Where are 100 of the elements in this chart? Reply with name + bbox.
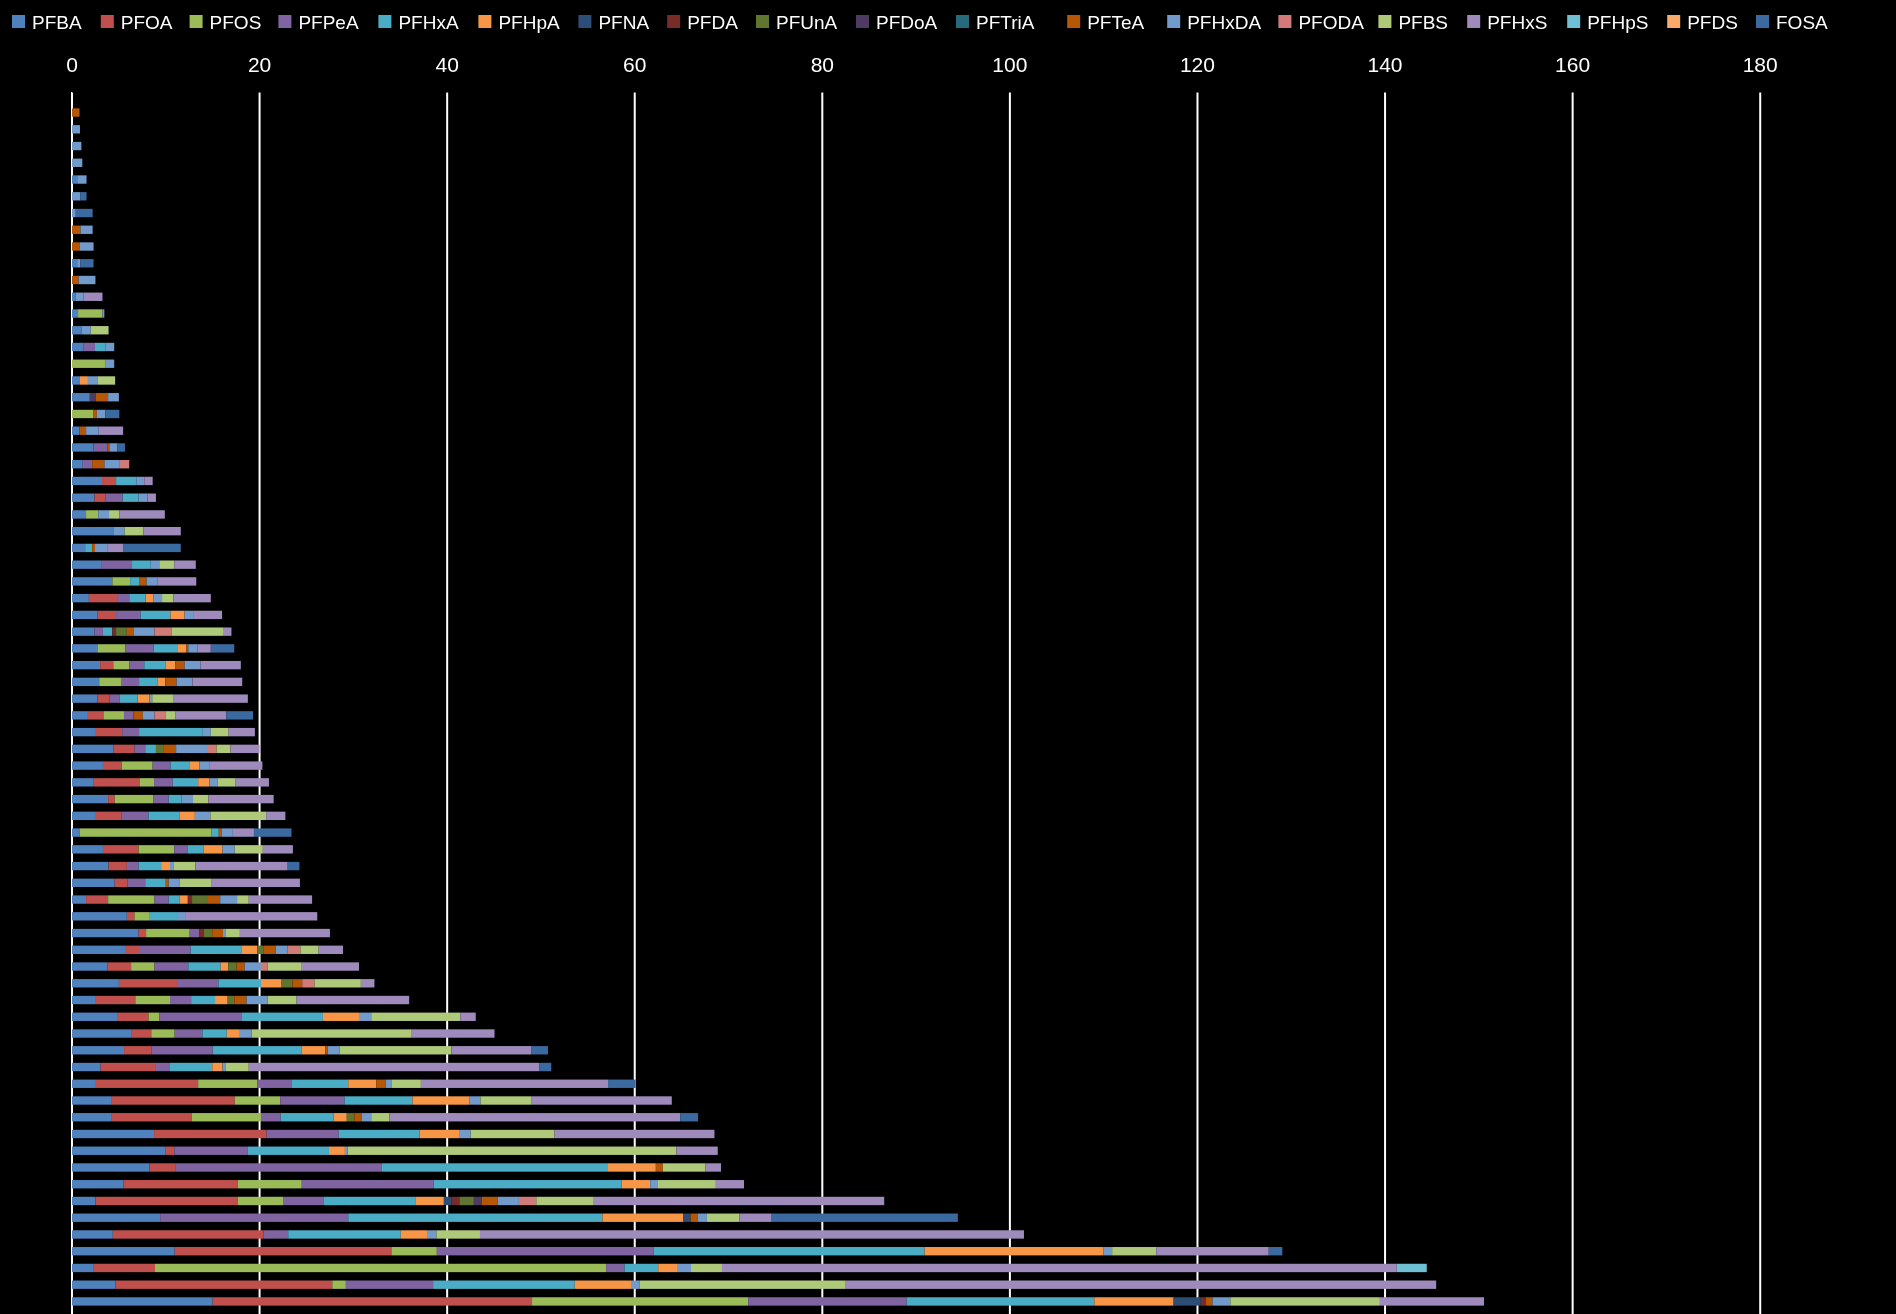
bar — [212, 1297, 533, 1306]
bar — [72, 259, 78, 268]
bar — [136, 476, 145, 486]
bar — [174, 1247, 392, 1256]
bar — [118, 979, 178, 988]
bar — [280, 1113, 334, 1122]
bar — [72, 644, 98, 653]
bar — [705, 1163, 722, 1172]
bar — [72, 1012, 118, 1021]
bar — [323, 1196, 416, 1206]
bar — [121, 677, 140, 687]
bar — [426, 1230, 437, 1239]
bar — [621, 1180, 651, 1189]
bar — [197, 644, 211, 653]
bar — [906, 1297, 1095, 1306]
bar — [263, 945, 276, 954]
bar — [72, 1146, 166, 1155]
bar — [292, 979, 303, 988]
bar — [1112, 1247, 1157, 1256]
bar — [162, 593, 174, 603]
bar — [87, 711, 104, 720]
bar — [146, 577, 158, 586]
bar — [1396, 1263, 1427, 1273]
bar — [109, 694, 120, 703]
bar — [354, 1113, 362, 1122]
bar — [72, 677, 100, 687]
bar — [198, 778, 210, 787]
bar — [328, 1146, 345, 1155]
bar — [72, 711, 88, 720]
bar — [72, 125, 80, 134]
bar — [226, 1029, 240, 1038]
bar — [72, 1163, 150, 1172]
bar — [257, 945, 264, 954]
bar — [593, 1196, 885, 1206]
bar — [72, 1213, 161, 1222]
bar — [72, 845, 103, 854]
bar — [123, 543, 181, 553]
x-tick-label: 0 — [66, 53, 78, 76]
bar — [72, 225, 81, 234]
bar — [470, 1129, 555, 1139]
bar — [371, 1113, 390, 1122]
bar — [131, 962, 155, 971]
bar — [195, 861, 288, 871]
bar — [165, 1146, 175, 1155]
bar — [144, 476, 153, 486]
bar — [175, 660, 185, 670]
bar — [170, 995, 192, 1005]
bar — [228, 727, 255, 737]
bar — [1094, 1297, 1174, 1306]
bar — [72, 309, 79, 318]
bar — [102, 627, 113, 636]
bar — [412, 1096, 470, 1105]
bar — [72, 694, 98, 703]
legend-label: PFBS — [1398, 11, 1449, 33]
bar — [187, 895, 193, 904]
bar — [657, 1180, 716, 1189]
bar — [72, 108, 80, 117]
bar — [241, 1012, 323, 1021]
bar — [650, 1180, 658, 1189]
bar — [190, 945, 242, 954]
bar — [105, 409, 120, 419]
bar — [391, 1247, 437, 1256]
bar — [608, 1163, 656, 1172]
bar — [1156, 1247, 1269, 1256]
bar — [138, 861, 162, 871]
bar — [171, 627, 223, 636]
bar — [139, 577, 147, 586]
bar — [154, 778, 173, 787]
bar — [122, 493, 139, 502]
bar — [107, 962, 132, 971]
bar — [606, 1263, 625, 1273]
bar — [267, 995, 297, 1005]
bar — [72, 861, 109, 871]
bar — [116, 476, 137, 486]
bar — [72, 627, 95, 636]
bar — [451, 1196, 460, 1206]
bar — [209, 761, 263, 770]
bar — [119, 460, 130, 469]
bar — [134, 744, 146, 754]
bar — [72, 476, 103, 486]
bar — [72, 242, 80, 251]
bar — [244, 962, 261, 971]
bar — [101, 560, 133, 569]
bar — [145, 593, 154, 603]
bar — [75, 292, 84, 301]
bar — [189, 761, 200, 770]
bar — [160, 1213, 349, 1222]
legend-label: PFOS — [209, 11, 262, 33]
bar — [226, 711, 254, 720]
bar — [191, 995, 216, 1005]
x-tick-label: 160 — [1555, 53, 1591, 76]
bar — [72, 761, 103, 770]
bar — [676, 1146, 718, 1155]
bar — [72, 979, 119, 988]
bar — [220, 895, 238, 904]
bar — [165, 660, 176, 670]
bar — [97, 610, 117, 620]
bar — [117, 1012, 149, 1021]
bar — [554, 1129, 715, 1139]
bar — [391, 1079, 421, 1088]
